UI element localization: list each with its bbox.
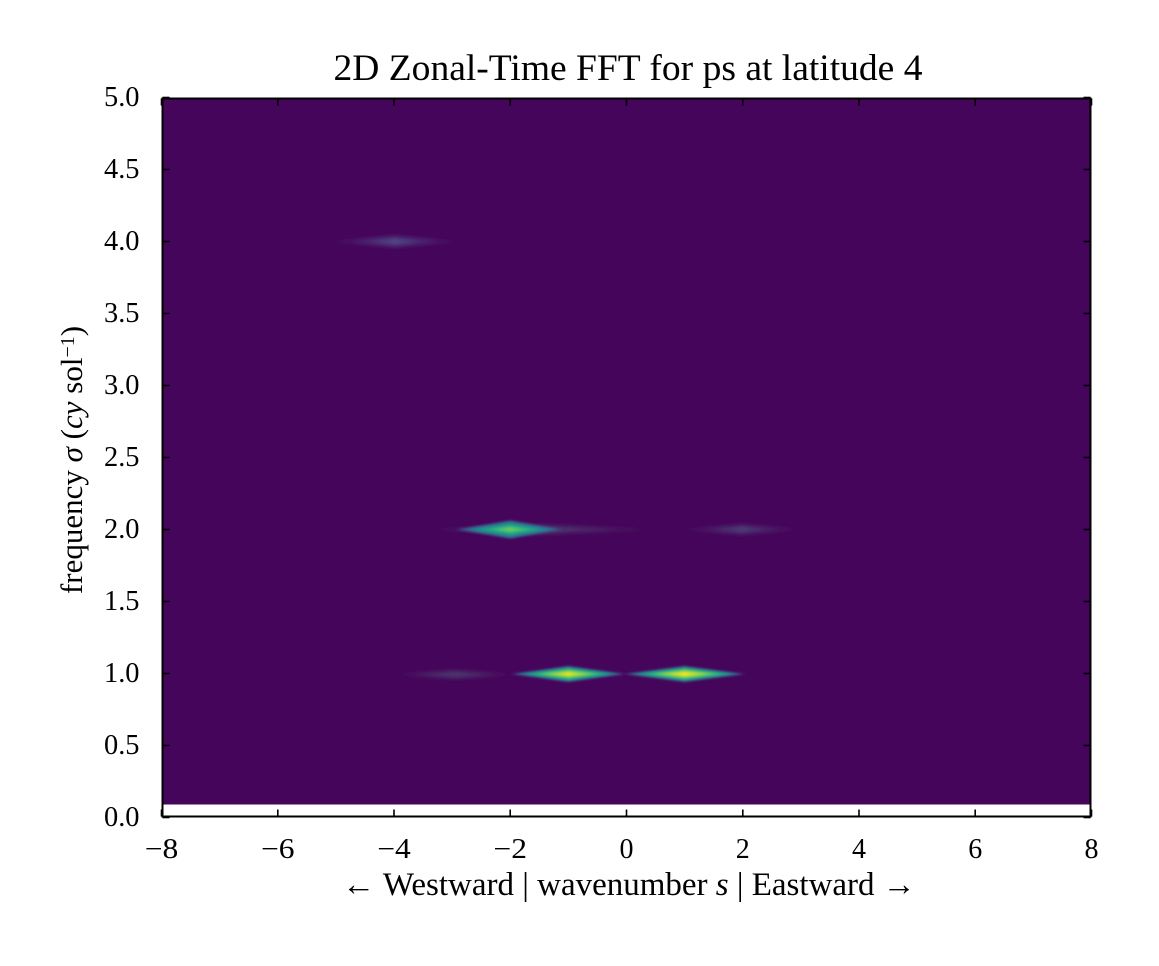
svg-text:3.0: 3.0	[104, 370, 140, 401]
svg-text:−4: −4	[377, 834, 411, 865]
svg-text:5.0: 5.0	[104, 82, 140, 113]
svg-text:−8: −8	[145, 834, 179, 865]
svg-text:frequency σ (cy sol−1): frequency σ (cy sol−1)	[54, 326, 89, 594]
svg-text:−2: −2	[493, 834, 527, 865]
svg-text:8: 8	[1085, 834, 1099, 865]
svg-text:0.5: 0.5	[104, 730, 140, 761]
svg-text:0.0: 0.0	[104, 802, 140, 833]
svg-text:2: 2	[736, 834, 750, 865]
svg-text:← Westward | wavenumber s | Ea: ← Westward | wavenumber s | Eastward →	[342, 867, 916, 903]
svg-text:0: 0	[620, 834, 634, 865]
svg-text:3.5: 3.5	[104, 298, 140, 329]
svg-text:2.0: 2.0	[104, 514, 140, 545]
svg-text:4.5: 4.5	[104, 154, 140, 185]
svg-text:4: 4	[852, 834, 866, 865]
svg-text:4.0: 4.0	[104, 226, 140, 257]
svg-text:6: 6	[968, 834, 982, 865]
svg-text:−6: −6	[261, 834, 295, 865]
svg-text:2D Zonal-Time FFT for ps at la: 2D Zonal-Time FFT for ps at latitude 4	[334, 48, 923, 89]
svg-text:1.5: 1.5	[104, 586, 140, 617]
svg-text:1.0: 1.0	[104, 658, 140, 689]
svg-text:2.5: 2.5	[104, 442, 140, 473]
